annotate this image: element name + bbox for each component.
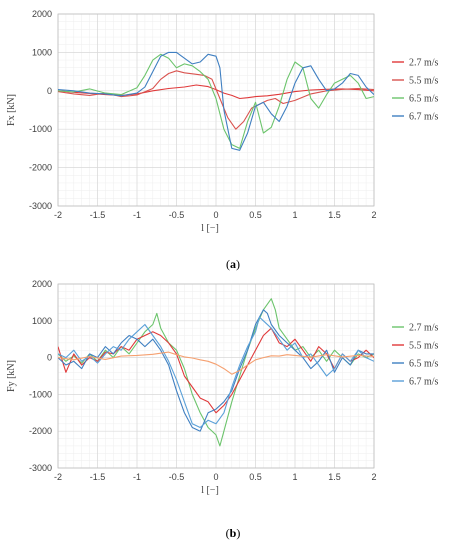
series-line-4 <box>58 51 374 151</box>
series-line-2 <box>58 70 374 130</box>
x-tick-label: 0 <box>213 210 218 220</box>
x-tick-label: -1.5 <box>90 472 106 482</box>
legend-item: 2.7 m/s <box>392 58 439 69</box>
y-axis-title: Fy [kN] <box>6 360 17 392</box>
legend-label: 6.5 m/s <box>409 94 439 105</box>
legend-item: 6.5 m/s <box>392 359 439 370</box>
legend-label: 2.7 m/s <box>409 58 439 69</box>
series-line-5 <box>58 351 374 375</box>
legend-item: 6.5 m/s <box>392 94 439 105</box>
x-axis-title: l [−] <box>201 223 219 234</box>
x-tick-label: 0 <box>213 472 218 482</box>
caption-close-paren: ) <box>236 526 240 540</box>
caption-letter: b <box>230 526 237 540</box>
y-tick-label: 0 <box>47 353 52 363</box>
legend-label: 6.7 m/s <box>409 112 439 123</box>
y-tick-label: -3000 <box>29 463 52 473</box>
x-tick-label: 1 <box>292 472 297 482</box>
plot-frame <box>57 13 375 207</box>
series-line-1 <box>58 298 374 447</box>
grid <box>57 283 375 469</box>
x-tick-label: -0.5 <box>169 210 185 220</box>
y-tick-label: 0 <box>47 86 52 96</box>
series-line-4 <box>58 316 374 429</box>
legend-label: 5.5 m/s <box>409 341 439 352</box>
grid <box>57 13 375 207</box>
panel-caption: (a) <box>226 257 240 271</box>
y-tick-label: -1000 <box>29 389 52 399</box>
y-tick-label: -2000 <box>29 163 52 173</box>
legend-item: 5.5 m/s <box>392 341 439 352</box>
series-line-3 <box>58 309 374 432</box>
legend-item: 5.5 m/s <box>392 76 439 87</box>
legend-item: 6.7 m/s <box>392 112 439 123</box>
caption-open-paren: ( <box>226 526 230 540</box>
series-group <box>58 51 374 151</box>
x-tick-label: -0.5 <box>169 472 185 482</box>
legend-item: 2.7 m/s <box>392 323 439 334</box>
x-tick-label: 2 <box>371 472 376 482</box>
x-tick-label: 0.5 <box>249 472 262 482</box>
x-tick-label: 0.5 <box>249 210 262 220</box>
x-tick-label: 1.5 <box>328 472 341 482</box>
legend-label: 2.7 m/s <box>409 323 439 334</box>
x-tick-label: -1 <box>133 210 141 220</box>
caption-open-paren: ( <box>226 257 230 271</box>
legend-item: 6.7 m/s <box>392 377 439 388</box>
y-tick-label: 1000 <box>32 47 52 57</box>
x-tick-label: 1.5 <box>328 210 341 220</box>
x-tick-label: -2 <box>54 472 62 482</box>
panel-b-chart: -2 -1.5 -1 -0.5 0 0.5 1 1.5 2 -3000 -2000 -1000 0 100… <box>6 279 439 540</box>
y-tick-label: 2000 <box>32 9 52 19</box>
series-group <box>58 298 374 447</box>
series-line-3 <box>58 53 374 149</box>
legend-label: 6.7 m/s <box>409 377 439 388</box>
plot-frame <box>57 283 375 469</box>
legend-label: 6.5 m/s <box>409 359 439 370</box>
y-tick-label: 1000 <box>32 316 52 326</box>
panel-a-chart: -2 -1.5 -1 -0.5 0 0.5 1 1.5 2 -3000 -2000 -1000 0 100… <box>6 9 439 271</box>
panel-caption: (b) <box>226 526 241 540</box>
x-tick-label: -1 <box>133 472 141 482</box>
y-axis-title: Fx [kN] <box>6 94 17 126</box>
y-tick-label: -3000 <box>29 201 52 211</box>
series-line-2 <box>58 327 374 414</box>
y-tick-label: 2000 <box>32 279 52 289</box>
x-axis-title: l [−] <box>201 485 219 496</box>
y-tick-label: -1000 <box>29 124 52 134</box>
x-tick-label: -1.5 <box>90 210 106 220</box>
x-tick-label: -2 <box>54 210 62 220</box>
x-tick-label: 2 <box>371 210 376 220</box>
caption-letter: a <box>230 257 236 271</box>
y-tick-label: -2000 <box>29 426 52 436</box>
caption-close-paren: ) <box>236 257 240 271</box>
x-tick-label: 1 <box>292 210 297 220</box>
legend-label: 5.5 m/s <box>409 76 439 87</box>
